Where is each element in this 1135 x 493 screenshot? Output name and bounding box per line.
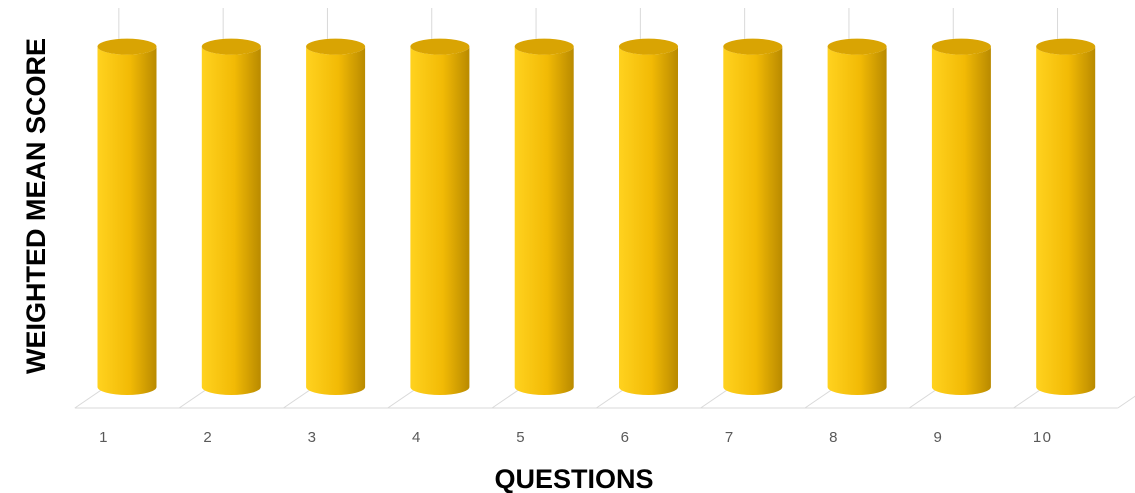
bar	[619, 38, 678, 395]
x-tick-label: 4	[412, 429, 422, 446]
x-axis-title: QUESTIONS	[494, 464, 653, 493]
bar	[306, 38, 366, 395]
bar-body	[1036, 46, 1096, 395]
bar-top	[619, 38, 678, 55]
x-tick-label: 8	[829, 429, 839, 446]
floor-divider	[1117, 395, 1135, 409]
x-tick-label: 2	[203, 429, 213, 446]
bar	[1036, 38, 1096, 395]
x-tick-label: 3	[308, 429, 318, 446]
x-tick-label: 1	[99, 429, 109, 446]
bar-top	[1036, 38, 1096, 55]
bars	[97, 38, 1096, 395]
x-tick-label: 5	[516, 429, 526, 446]
bar-top	[306, 38, 366, 55]
bar	[827, 38, 887, 395]
x-tick-label: 7	[725, 429, 735, 446]
bar-body	[410, 46, 470, 395]
bar	[201, 38, 261, 395]
bar	[97, 38, 157, 395]
bar-top	[410, 38, 470, 55]
bar-top	[827, 38, 887, 55]
bar-body	[827, 46, 887, 395]
bar-top	[514, 38, 574, 55]
bar	[723, 38, 783, 395]
bar-top	[931, 38, 991, 55]
bar-body	[931, 46, 991, 395]
bar	[931, 38, 991, 395]
bar-body	[619, 46, 678, 395]
x-tick-label: 10	[1033, 429, 1053, 446]
x-tick-label: 9	[933, 429, 943, 446]
bar	[410, 38, 470, 395]
bar-body	[723, 46, 783, 395]
bar	[514, 38, 574, 395]
bar-body	[514, 46, 574, 395]
bar-top	[201, 38, 261, 55]
x-tick-label: 6	[621, 429, 631, 446]
bar-top	[723, 38, 783, 55]
bar-top	[97, 38, 157, 55]
x-tick-labels: 1 2 3 4 5 6 7 8 9 10	[99, 429, 1053, 446]
bar-body	[201, 46, 261, 395]
y-axis-title: WEIGHTED MEAN SCORE	[21, 38, 51, 374]
bar-body	[306, 46, 366, 395]
bar-body	[97, 46, 157, 395]
